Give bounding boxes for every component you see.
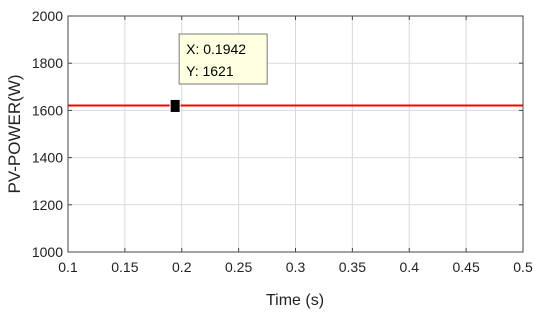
x-tick-label: 0.4 [400, 259, 420, 275]
datatip[interactable]: X: 0.1942 Y: 1621 [169, 33, 268, 113]
y-tick-label: 1800 [32, 55, 63, 71]
x-tick-label: 0.35 [339, 259, 366, 275]
y-tick-label: 1600 [32, 102, 63, 118]
x-tick-label: 0.15 [111, 259, 138, 275]
datatip-y-text: Y: 1621 [186, 63, 234, 79]
x-axis-label: Time (s) [266, 292, 324, 309]
x-tick-label: 0.45 [453, 259, 480, 275]
x-tick-label: 0.1 [58, 259, 78, 275]
y-tick-label: 1200 [32, 197, 63, 213]
datatip-x-text: X: 0.1942 [186, 41, 246, 57]
x-tick-label: 0.2 [172, 259, 192, 275]
y-tick-label: 2000 [32, 8, 63, 24]
ticks: 0.1 0.15 0.2 0.25 0.3 0.35 0.4 0.45 0.5 1000 1200 1… [32, 8, 533, 275]
y-tick-label: 1400 [32, 150, 63, 166]
x-tick-label: 0.3 [286, 259, 306, 275]
y-axis-label: PV-POWER(W) [5, 75, 24, 194]
y-tick-label: 1000 [32, 244, 63, 260]
datatip-marker [169, 98, 181, 113]
x-tick-label: 0.5 [513, 259, 533, 275]
datatip-box [178, 33, 268, 85]
x-tick-label: 0.25 [225, 259, 252, 275]
